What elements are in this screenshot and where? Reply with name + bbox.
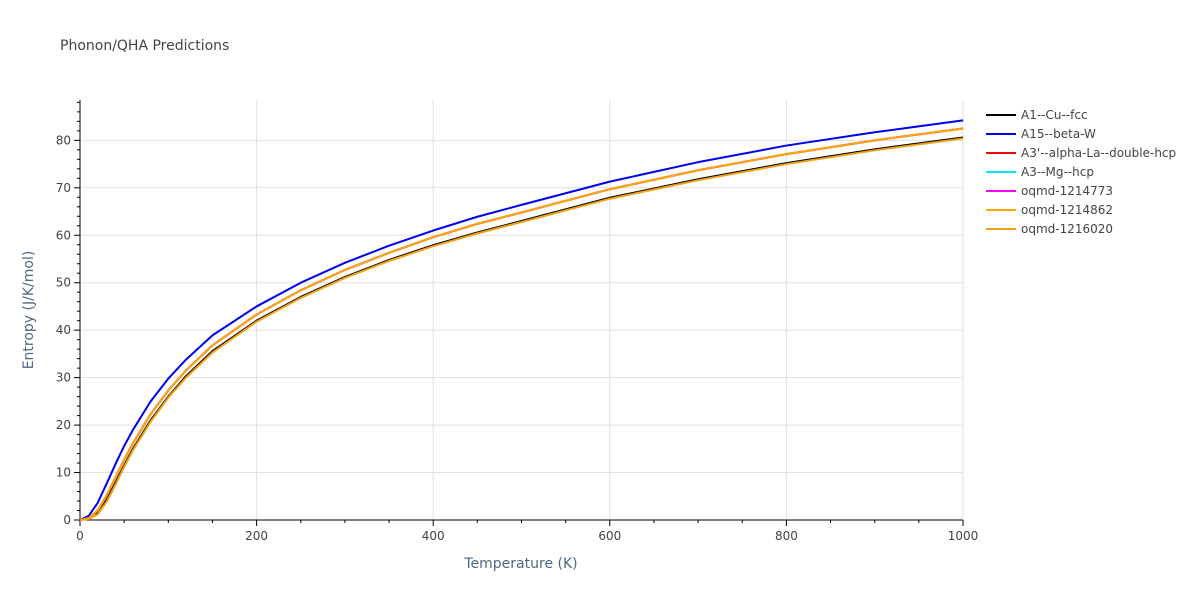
grid-lines	[80, 100, 964, 520]
legend-label: oqmd-1214862	[1021, 203, 1113, 217]
legend-label: oqmd-1216020	[1021, 222, 1113, 236]
y-tick-label: 0	[63, 513, 71, 527]
legend-label: A3'--alpha-La--double-hcp	[1021, 146, 1176, 160]
x-tick-label: 800	[775, 529, 798, 543]
y-tick-label: 10	[56, 466, 71, 480]
series-line	[79, 136, 964, 521]
chart-title: Phonon/QHA Predictions	[60, 38, 229, 54]
legend: A1--Cu--fcc A15--beta-W A3'--alpha-La--dou…	[986, 108, 1176, 236]
legend-label: A15--beta-W	[1021, 127, 1096, 141]
legend-label: A1--Cu--fcc	[1021, 108, 1088, 122]
x-tick-label: 400	[422, 529, 445, 543]
axes: 0 200 400 600 800 1000 0 10 20 30 40 50 60 70 80	[56, 100, 979, 543]
legend-label: A3--Mg--hcp	[1021, 165, 1094, 179]
series-line	[79, 137, 964, 521]
y-tick-label: 30	[56, 371, 71, 385]
x-tick-label: 0	[76, 529, 84, 543]
x-axis-label: Temperature (K)	[463, 556, 577, 572]
plot-area	[79, 119, 964, 521]
x-tick-label: 600	[598, 529, 621, 543]
y-tick-label: 20	[56, 418, 71, 432]
y-tick-label: 50	[56, 276, 71, 290]
y-tick-label: 80	[56, 133, 71, 147]
series-line	[79, 127, 964, 521]
series-line	[79, 119, 964, 521]
x-tick-label: 1000	[948, 529, 979, 543]
y-axis-label: Entropy (J/K/mol)	[21, 251, 37, 370]
y-tick-label: 60	[56, 228, 71, 242]
series-line	[79, 127, 964, 521]
y-tick-label: 40	[56, 323, 71, 337]
series-line	[79, 127, 964, 521]
legend-label: oqmd-1214773	[1021, 184, 1113, 198]
x-tick-label: 200	[245, 529, 268, 543]
series-line	[79, 127, 964, 521]
y-tick-label: 70	[56, 181, 71, 195]
